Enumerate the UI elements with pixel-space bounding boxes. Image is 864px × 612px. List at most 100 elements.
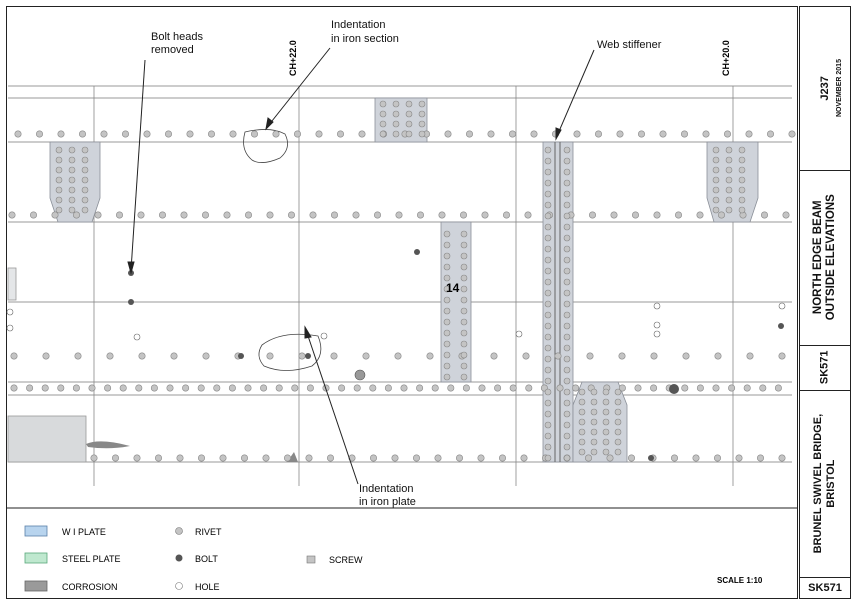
legend-screw-symbol: [306, 555, 316, 564]
rivet: [266, 211, 274, 219]
rivet: [544, 179, 552, 187]
rivet: [563, 311, 571, 319]
rivet: [563, 179, 571, 187]
rivet: [563, 190, 571, 198]
rivet: [602, 398, 610, 406]
rivet: [717, 211, 725, 219]
legend-rivet-label: RIVET: [195, 527, 222, 537]
rivet: [137, 211, 145, 219]
rivet: [487, 130, 495, 138]
rivet: [544, 256, 552, 264]
rivet: [74, 352, 82, 360]
hole: [653, 330, 661, 338]
rivet: [353, 384, 361, 392]
bolt: [414, 249, 420, 255]
rivet: [266, 352, 274, 360]
rivet: [143, 130, 151, 138]
rivet: [287, 211, 295, 219]
rivet: [681, 384, 689, 392]
rivet: [563, 201, 571, 209]
rivet: [443, 252, 451, 260]
rivet: [590, 408, 598, 416]
rivet: [444, 130, 452, 138]
rivet-group: [8, 100, 796, 462]
rivet: [208, 130, 216, 138]
rivet: [590, 388, 598, 396]
rivet: [330, 211, 338, 219]
rivet: [544, 355, 552, 363]
rivet: [392, 120, 400, 128]
drawing-date: NOVEMBER 2015: [835, 59, 843, 118]
rivet: [614, 388, 622, 396]
rivet: [606, 454, 614, 462]
rivet: [614, 398, 622, 406]
legend-bolt-label: BOLT: [195, 554, 218, 564]
rivet: [55, 206, 63, 214]
rivet: [614, 418, 622, 426]
rivet: [594, 130, 602, 138]
joint-lines: [93, 86, 734, 486]
rivet: [563, 212, 571, 220]
rivet: [725, 166, 733, 174]
rivet: [590, 418, 598, 426]
splice-plate-bottom: [572, 381, 628, 463]
rivet: [186, 130, 194, 138]
rivet: [713, 454, 721, 462]
rivet: [725, 156, 733, 164]
project-line-2: BRISTOL: [825, 459, 837, 508]
rivet: [544, 300, 552, 308]
legend-screw-label: SCREW: [329, 555, 363, 565]
rivet: [766, 130, 774, 138]
rivet: [563, 267, 571, 275]
rivet: [275, 384, 283, 392]
rivet: [563, 432, 571, 440]
sheet-number: SK571: [818, 350, 831, 385]
rivet: [94, 211, 102, 219]
rivet: [738, 146, 746, 154]
rivet: [298, 352, 306, 360]
rivet: [73, 211, 81, 219]
rivet: [498, 454, 506, 462]
rivet: [283, 454, 291, 462]
rivet: [563, 245, 571, 253]
rivet: [627, 454, 635, 462]
rivet: [434, 454, 442, 462]
rivet: [578, 388, 586, 396]
rivet: [544, 201, 552, 209]
rivet: [738, 206, 746, 214]
rivet: [563, 399, 571, 407]
rivet: [712, 384, 720, 392]
rivet: [782, 211, 790, 219]
rivet: [104, 384, 112, 392]
rivet: [26, 384, 34, 392]
rivet: [81, 156, 89, 164]
rivet: [508, 130, 516, 138]
rivet: [712, 176, 720, 184]
rivet: [725, 176, 733, 184]
rivet: [373, 211, 381, 219]
rivet: [29, 211, 37, 219]
rivet: [544, 388, 552, 396]
chainage-22-label: CH+22.0: [288, 40, 298, 76]
rivet: [634, 384, 642, 392]
rivet: [384, 384, 392, 392]
indent-plate-label-2: in iron plate: [359, 496, 416, 508]
rivet: [460, 230, 468, 238]
rivet: [460, 307, 468, 315]
rivet: [165, 130, 173, 138]
rivet: [150, 384, 158, 392]
rivet: [241, 454, 249, 462]
rivet: [42, 352, 50, 360]
rivet: [81, 146, 89, 154]
rivet: [202, 352, 210, 360]
rivet: [392, 130, 400, 138]
rivet: [405, 110, 413, 118]
rivet: [443, 373, 451, 381]
rivet: [443, 241, 451, 249]
rivet: [443, 362, 451, 370]
rivet: [590, 428, 598, 436]
rivet: [122, 130, 130, 138]
title-cell: NORTH EDGE BEAM OUTSIDE ELEVATIONS: [800, 170, 850, 346]
title-block: J237 NOVEMBER 2015 NORTH EDGE BEAM OUTSI…: [799, 6, 851, 599]
